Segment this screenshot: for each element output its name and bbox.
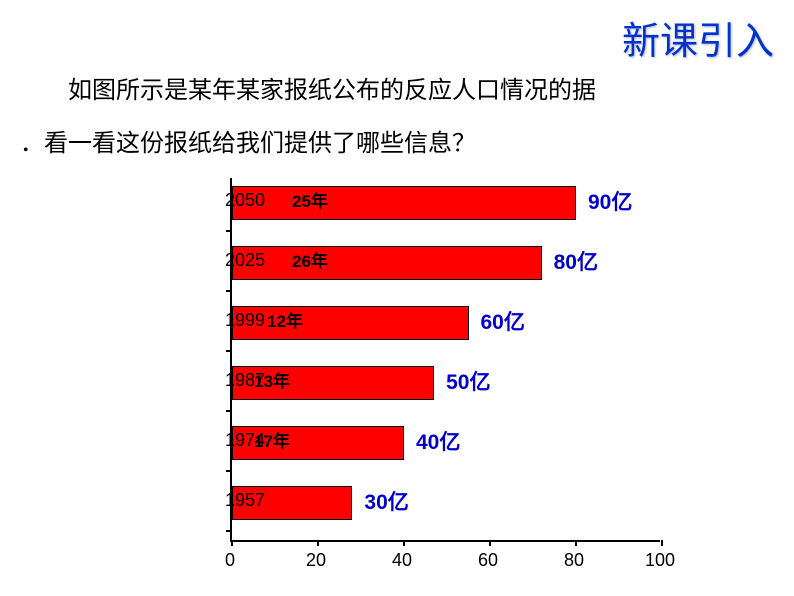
y-axis-label: 1999	[225, 310, 265, 331]
x-axis-label: 20	[306, 550, 326, 571]
x-tick	[231, 540, 233, 546]
x-axis-label: 0	[225, 550, 235, 571]
bar-row: 25年 90亿	[232, 180, 660, 240]
y-tick	[226, 470, 232, 472]
x-tick	[403, 540, 405, 546]
y-tick	[226, 290, 232, 292]
bar-end-label: 30亿	[364, 486, 408, 516]
y-tick	[226, 350, 232, 352]
bar-end-label: 90亿	[588, 186, 632, 216]
bar-row: 13年50亿	[232, 360, 660, 420]
intro-line2: ．看一看这份报纸给我们提供了哪些信息？	[20, 118, 774, 171]
intro-line1: 如图所示是某年某家报纸公布的反应人口情况的据	[20, 65, 774, 118]
bar-end-label: 80亿	[554, 246, 598, 276]
bar	[232, 186, 576, 220]
bar-row: 12年 60亿	[232, 300, 660, 360]
bar-row: 26年 80亿	[232, 240, 660, 300]
bar-inner-label: 26年	[292, 247, 328, 272]
bar-inner-label: 12年	[267, 307, 303, 332]
y-tick	[226, 530, 232, 532]
bar	[232, 246, 542, 280]
bar-end-label: 60亿	[481, 306, 525, 336]
x-axis-label: 80	[564, 550, 584, 571]
bar-end-label: 40亿	[416, 426, 460, 456]
y-axis-label: 1957	[225, 490, 265, 511]
x-tick	[661, 540, 663, 546]
x-axis-label: 40	[392, 550, 412, 571]
x-tick	[489, 540, 491, 546]
y-axis-label: 2025	[225, 250, 265, 271]
bar-row: 30亿	[232, 480, 660, 540]
y-axis-label: 1974	[225, 430, 265, 451]
y-tick	[226, 410, 232, 412]
y-tick	[226, 230, 232, 232]
x-axis-label: 100	[645, 550, 675, 571]
bar-row: 17年40亿	[232, 420, 660, 480]
bar-inner-label: 25年	[292, 187, 328, 212]
intro-text: 如图所示是某年某家报纸公布的反应人口情况的据 ．看一看这份报纸给我们提供了哪些信…	[20, 65, 774, 171]
y-axis-label: 2050	[225, 190, 265, 211]
x-tick	[575, 540, 577, 546]
section-title: 新课引入	[622, 10, 774, 65]
x-axis-label: 60	[478, 550, 498, 571]
x-tick	[317, 540, 319, 546]
chart-plot-area: 25年 90亿 26年 80亿 12年 60亿 13年50亿17年40亿 30亿	[230, 178, 660, 542]
y-axis-label: 1987	[225, 370, 265, 391]
bar-end-label: 50亿	[446, 366, 490, 396]
population-chart: 25年 90亿 26年 80亿 12年 60亿 13年50亿17年40亿 30亿 2050 20…	[175, 178, 705, 578]
